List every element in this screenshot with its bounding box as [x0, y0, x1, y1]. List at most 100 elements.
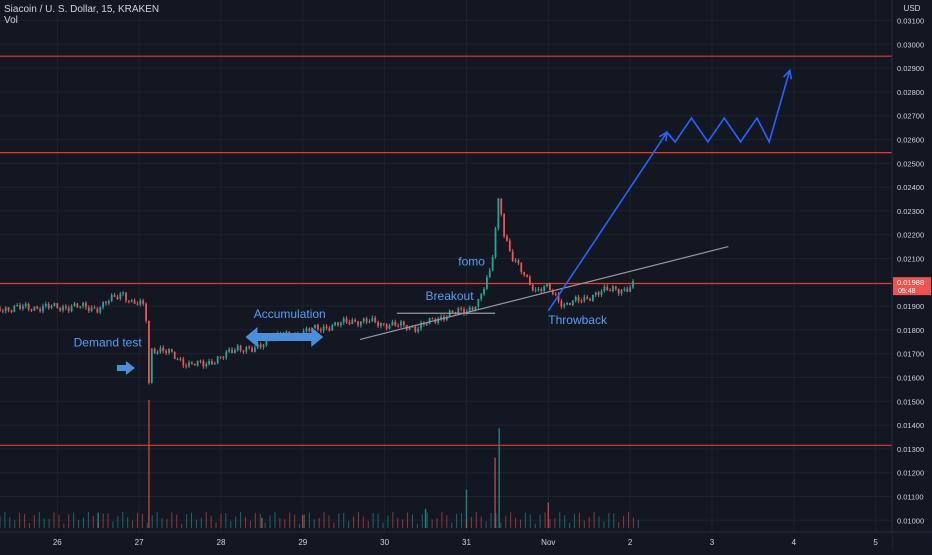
candle-body [36, 306, 39, 309]
candle-body [480, 294, 483, 300]
candle-body [417, 328, 420, 332]
candle-body [153, 348, 156, 354]
time-tick-label: Nov [541, 538, 555, 547]
candle-body [285, 331, 288, 334]
projection-arrowhead [782, 68, 793, 80]
candle-body [90, 307, 93, 311]
candle-body [526, 275, 528, 277]
countdown-label: 05:48 [898, 288, 916, 295]
candle-body [322, 326, 325, 331]
candle-body [486, 277, 488, 289]
price-tick-label: 0.01300 [897, 445, 924, 454]
candle-body [554, 294, 557, 296]
time-tick-label: 27 [135, 538, 144, 547]
candle-body [620, 290, 623, 294]
candle-body [191, 362, 193, 364]
candle-body [133, 300, 136, 304]
annotation-label: Accumulation [254, 307, 326, 321]
candle-body [305, 328, 308, 331]
candle-body [528, 276, 531, 286]
candle-body [165, 350, 168, 353]
candle-body [231, 349, 233, 354]
price-tick-label: 0.02700 [897, 112, 924, 121]
candle-body [205, 364, 208, 367]
candle-body [508, 240, 511, 252]
time-tick-label: 4 [792, 538, 797, 547]
price-tick-label: 0.01800 [897, 326, 924, 335]
current-price-badge [893, 277, 931, 296]
candle-body [382, 323, 385, 325]
candle-body [325, 326, 328, 329]
candle-body [185, 365, 188, 367]
price-tick-label: 0.02400 [897, 183, 924, 192]
candle-body [182, 359, 185, 366]
candle-body [1, 310, 4, 312]
candle-body [130, 300, 133, 302]
candle-body [546, 283, 548, 287]
candle-body [233, 350, 236, 354]
candle-body [342, 318, 345, 323]
candle-body [110, 295, 113, 302]
projection-arrowhead [658, 130, 668, 142]
candle-body [156, 351, 159, 354]
candle-body [53, 303, 56, 306]
candle-body [626, 288, 629, 292]
candle-body [245, 346, 248, 352]
candle-body [500, 198, 503, 215]
candle-body [551, 290, 554, 295]
candle-body [254, 347, 256, 352]
candle-body [471, 307, 474, 310]
candle-body [488, 270, 491, 278]
candle-body [24, 303, 27, 307]
candle-body [125, 292, 127, 301]
candle-body [337, 322, 339, 326]
time-tick-label: 31 [462, 538, 471, 547]
time-axis [0, 532, 892, 550]
candle-body [225, 351, 228, 358]
candle-body [362, 318, 365, 322]
candle-body [176, 358, 179, 360]
candle-body [351, 319, 354, 325]
candle-body [440, 316, 442, 319]
candle-body [0, 308, 1, 311]
candle-body [609, 290, 611, 292]
price-tick-label: 0.01000 [897, 516, 924, 525]
candle-body [27, 303, 30, 310]
candle-body [571, 300, 574, 306]
candle-body [511, 251, 514, 262]
candle-body [506, 236, 508, 241]
candle-body [543, 286, 546, 292]
candle-body [359, 321, 362, 326]
candle-body [93, 307, 96, 309]
candle-body [10, 310, 13, 312]
candle-body [150, 348, 153, 383]
candle-body [420, 322, 422, 329]
candle-body [394, 321, 397, 326]
candle-body [357, 321, 359, 326]
candle-body [42, 306, 44, 312]
candle-body [136, 303, 139, 305]
time-tick-label: 5 [873, 538, 878, 547]
candle-body [523, 271, 526, 276]
candle-body [82, 302, 84, 307]
candle-body [122, 292, 125, 294]
candle-body [162, 347, 165, 351]
candle-body [445, 316, 448, 320]
candle-body [348, 322, 351, 325]
candle-body [597, 292, 600, 295]
current-price-label: 0.01988 [897, 278, 924, 287]
candle-body [96, 308, 99, 313]
symbol-title: Siacoin / U. S. Dollar, 15, KRAKEN [4, 4, 160, 15]
candle-body [339, 322, 342, 326]
price-axis [892, 0, 932, 550]
candle-body [371, 317, 374, 322]
demand-arrow [116, 360, 135, 375]
candle-body [612, 286, 614, 292]
candle-body [414, 326, 417, 332]
candle-body [477, 299, 480, 307]
candle-body [589, 298, 591, 301]
candle-body [468, 307, 471, 312]
candle-body [242, 350, 245, 352]
